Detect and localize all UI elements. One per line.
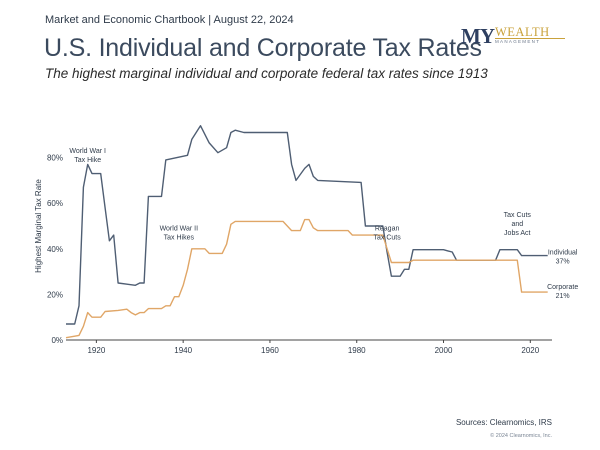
y-tick-label: 60% [47, 199, 63, 208]
brand-logo: MY WEALTH MANAGEMENT [461, 24, 571, 48]
x-tick-label: 2020 [521, 346, 539, 355]
x-tick-label: 1960 [261, 346, 279, 355]
annotation-label: World War I Tax Hike [69, 148, 106, 164]
logo-my-text: MY [461, 24, 495, 48]
logo-management-text: MANAGEMENT [495, 39, 541, 44]
logo-rule [495, 38, 565, 39]
annotation-label: Tax Cuts and Jobs Act [504, 212, 532, 237]
page-title: U.S. Individual and Corporate Tax Rates [44, 34, 482, 62]
chartbook-header: Market and Economic Chartbook | August 2… [45, 14, 294, 26]
y-axis-title: Highest Marginal Tax Rate [34, 179, 43, 273]
logo-wealth-text: WEALTH [495, 25, 550, 39]
series-line-corporate [65, 218, 548, 339]
end-label-corporate: Corporate 21% [547, 284, 578, 300]
sources-note: Sources: Clearnomics, IRS [455, 418, 552, 427]
x-tick-label: 1980 [348, 346, 366, 355]
page-subtitle: The highest marginal individual and corp… [45, 66, 488, 81]
y-tick-label: 20% [47, 290, 63, 299]
y-tick-label: 80% [47, 154, 63, 163]
annotation-label: World War II Tax Hikes [160, 226, 199, 242]
end-label-individual: Individual 37% [548, 250, 578, 266]
x-tick-label: 1940 [174, 346, 192, 355]
x-tick-label: 1920 [87, 346, 105, 355]
y-tick-label: 40% [47, 245, 63, 254]
copyright-note: © 2024 Clearnomics, Inc. [490, 433, 552, 439]
series-line-individual [66, 124, 548, 325]
y-tick-label: 0% [51, 336, 63, 345]
annotation-label: Reagan Tax Cuts [373, 226, 401, 242]
x-tick-label: 2000 [435, 346, 453, 355]
